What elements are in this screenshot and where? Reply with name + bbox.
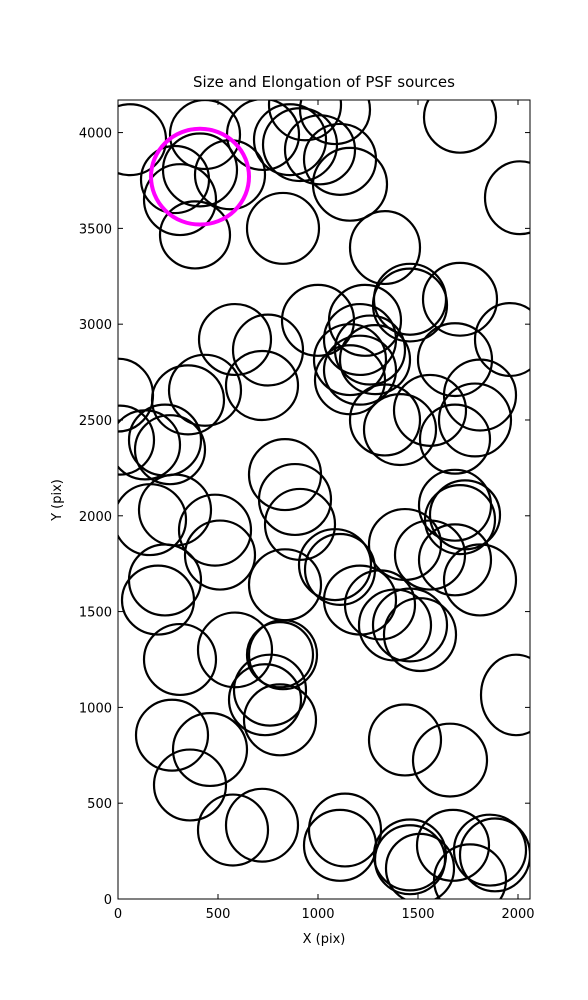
y-tick-label: 0 bbox=[104, 893, 112, 908]
psf-ellipse bbox=[442, 358, 518, 432]
psf-ellipse bbox=[245, 191, 321, 265]
y-tick-label: 2000 bbox=[79, 510, 112, 525]
chart-title: Size and Elongation of PSF sources bbox=[193, 73, 455, 91]
x-tick-label: 1000 bbox=[301, 907, 334, 922]
psf-ellipse bbox=[333, 314, 407, 386]
y-tick-label: 3000 bbox=[79, 318, 112, 333]
psf-ellipse bbox=[231, 313, 305, 387]
psf-ellipse bbox=[417, 468, 493, 542]
psf-ellipse bbox=[421, 261, 499, 337]
y-tick-label: 500 bbox=[87, 797, 112, 812]
psf-ellipse bbox=[442, 543, 518, 617]
psf-ellipse bbox=[247, 619, 319, 691]
psf-ellipse bbox=[242, 683, 318, 757]
psf-ellipse bbox=[483, 160, 530, 236]
psf-ellipse bbox=[312, 323, 388, 397]
psf-ellipse bbox=[283, 114, 357, 186]
plot-frame bbox=[117, 99, 531, 900]
psf-ellipse bbox=[161, 132, 239, 208]
psf-ellipse bbox=[416, 322, 494, 398]
psf-ellipse bbox=[252, 103, 328, 177]
psf-ellipse bbox=[458, 817, 530, 893]
psf-ellipse bbox=[120, 564, 196, 636]
x-tick-label: 0 bbox=[114, 907, 122, 922]
psf-ellipse bbox=[196, 793, 270, 867]
psf-ellipse bbox=[167, 353, 243, 427]
y-tick-label: 4000 bbox=[79, 127, 112, 142]
psf-ellipse bbox=[177, 493, 253, 567]
y-tick-label: 1500 bbox=[79, 606, 112, 621]
x-tick-label: 2000 bbox=[501, 907, 534, 922]
psf-ellipse bbox=[197, 302, 273, 377]
psf-ellipse bbox=[423, 484, 497, 556]
psf-ellipse bbox=[118, 404, 156, 476]
x-tick-label: 1500 bbox=[401, 907, 434, 922]
psf-ellipse bbox=[224, 787, 300, 863]
psf-ellipse bbox=[422, 100, 498, 154]
y-axis-label: Y (pix) bbox=[50, 479, 65, 522]
psf-ellipse bbox=[417, 523, 493, 597]
psf-ellipse bbox=[411, 722, 489, 798]
psf-ellipse bbox=[307, 792, 383, 868]
psf-ellipse bbox=[298, 100, 372, 146]
psf-ellipse bbox=[373, 824, 447, 896]
psf-ellipse bbox=[367, 703, 443, 777]
psf-ellipse bbox=[432, 843, 508, 899]
psf-ellipse bbox=[152, 748, 228, 822]
psf-ellipse bbox=[371, 587, 449, 663]
x-tick-label: 500 bbox=[206, 907, 231, 922]
psf-ellipse bbox=[142, 622, 218, 697]
psf-ellipse bbox=[232, 653, 308, 727]
psf-ellipse bbox=[372, 818, 448, 892]
psf-ellipse bbox=[224, 349, 300, 422]
psf-ellipse bbox=[322, 302, 398, 377]
psf-ellipse bbox=[428, 479, 502, 551]
psf-ellipse bbox=[362, 393, 438, 467]
psf-ellipse bbox=[183, 519, 257, 591]
psf-ellipse bbox=[227, 663, 303, 737]
psf-ellipse bbox=[133, 414, 207, 486]
psf-ellipse bbox=[437, 382, 513, 458]
psf-ellipse bbox=[267, 100, 343, 142]
psf-ellipse bbox=[142, 163, 218, 237]
psf-ellipse bbox=[338, 324, 412, 396]
y-tick-label: 3500 bbox=[79, 222, 112, 237]
psf-ellipse bbox=[371, 267, 449, 343]
psf-ellipse bbox=[392, 373, 468, 447]
psf-ellipse bbox=[158, 200, 232, 270]
y-tick-label: 2500 bbox=[79, 414, 112, 429]
psf-ellipse bbox=[418, 403, 492, 475]
psf-ellipse bbox=[149, 126, 251, 227]
psf-ellipse bbox=[348, 210, 422, 286]
psf-ellipse bbox=[118, 357, 155, 433]
psf-ellipse bbox=[479, 653, 530, 737]
psf-ellipse bbox=[348, 383, 422, 457]
psf-ellipse bbox=[134, 698, 210, 772]
psf-ellipse bbox=[171, 712, 249, 788]
psf-ellipse bbox=[297, 528, 373, 602]
psf-ellipse bbox=[452, 813, 528, 887]
y-tick-label: 1000 bbox=[79, 701, 112, 716]
psf-ellipse bbox=[322, 334, 398, 406]
psf-ellipse bbox=[245, 621, 315, 689]
psf-ellipse bbox=[257, 462, 333, 537]
psf-ellipse bbox=[311, 146, 389, 222]
psf-ellipse bbox=[357, 588, 433, 662]
psf-ellipse bbox=[168, 100, 242, 171]
plot-area bbox=[118, 100, 530, 899]
x-axis-label: X (pix) bbox=[303, 932, 346, 947]
psf-ellipse bbox=[415, 808, 491, 882]
